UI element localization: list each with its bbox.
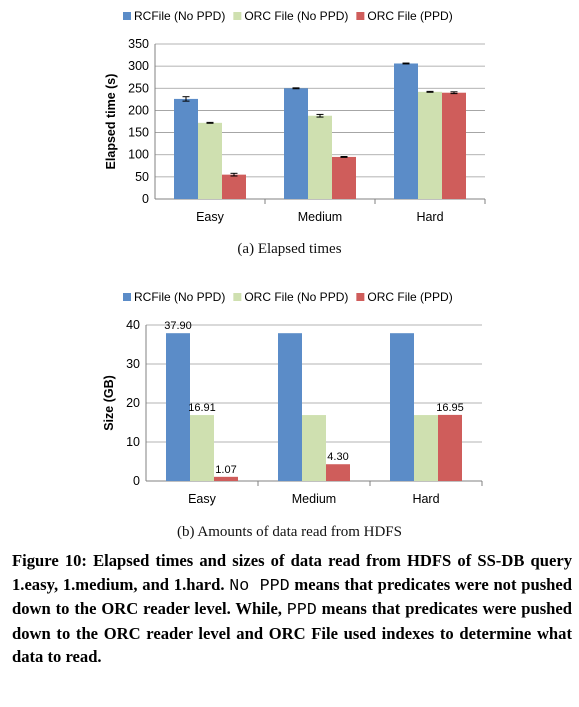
- bar-0-0-2: [222, 174, 246, 199]
- bar-1-0-0: [166, 333, 190, 481]
- x-tick-label-1-1: Medium: [292, 492, 336, 506]
- y-tick-label-0-4: 200: [128, 103, 149, 117]
- y-axis-label-1: Size (GB): [102, 375, 116, 431]
- y-tick-label-0-3: 150: [128, 126, 149, 140]
- y-tick-label-0-5: 250: [128, 81, 149, 95]
- data-label-1-1-2: 4.30: [327, 451, 348, 463]
- legend-label-0-1: ORC File (No PPD): [244, 9, 348, 23]
- y-tick-label-1-1: 10: [126, 435, 140, 449]
- bar-1-1-2: [326, 464, 350, 481]
- y-tick-label-1-4: 40: [126, 318, 140, 332]
- legend-label-1-2: ORC File (PPD): [367, 290, 452, 304]
- data-label-1-0-0: 37.90: [164, 320, 192, 332]
- y-tick-label-0-7: 350: [128, 37, 149, 51]
- caption-data-read: (b) Amounts of data read from HDFS: [177, 524, 402, 540]
- y-tick-label-0-0: 0: [142, 192, 149, 206]
- y-tick-label-1-0: 0: [133, 474, 140, 488]
- y-tick-label-0-6: 300: [128, 59, 149, 73]
- legend-label-0-2: ORC File (PPD): [367, 9, 452, 23]
- bar-0-2-2: [442, 92, 466, 199]
- elapsed-times-chart: RCFile (No PPD) ORC File (No PPD) ORC File…: [104, 9, 486, 224]
- bar-0-0-0: [174, 98, 198, 199]
- data-label-1-2-2: 16.95: [436, 402, 464, 414]
- legend-label-1-1: ORC File (No PPD): [244, 290, 348, 304]
- data-label-1-0-2: 1.07: [215, 464, 236, 476]
- legend-swatch-0-0: [123, 12, 131, 20]
- bar-0-2-0: [394, 63, 418, 199]
- x-tick-label-1-0: Easy: [188, 492, 217, 506]
- bar-1-2-1: [414, 415, 438, 481]
- figure-caption-part1: Figure 10: Elapsed times and sizes of da…: [12, 551, 572, 594]
- figure-caption-mono1: No PPD: [229, 575, 290, 595]
- y-tick-label-0-2: 100: [128, 148, 149, 162]
- legend-swatch-1-1: [233, 293, 242, 301]
- legend-swatch-1-0: [123, 293, 131, 301]
- figure-caption-part2: means that predicates were not pushed do…: [12, 574, 572, 619]
- legend-label-0-0: RCFile (No PPD): [134, 9, 225, 23]
- x-tick-label-1-2: Hard: [412, 492, 439, 506]
- figure-caption: Figure 10: Elapsed times and sizes of da…: [12, 549, 572, 669]
- bar-0-2-1: [418, 91, 442, 199]
- x-tick-label-0-2: Hard: [416, 210, 443, 224]
- bar-1-0-1: [190, 415, 214, 481]
- y-axis-label-0: Elapsed time (s): [104, 74, 118, 170]
- x-tick-label-0-0: Easy: [196, 210, 225, 224]
- legend-swatch-0-2: [356, 12, 365, 20]
- bar-1-1-0: [278, 333, 302, 481]
- legend-swatch-1-2: [356, 293, 365, 301]
- data-read-chart: RCFile (No PPD) ORC File (No PPD) ORC File…: [102, 290, 483, 506]
- bar-0-1-1: [308, 115, 332, 199]
- bar-1-2-2: [438, 414, 462, 481]
- y-tick-label-0-1: 50: [135, 170, 149, 184]
- bar-1-0-2: [214, 476, 238, 481]
- figure-caption-mono2: PPD: [286, 600, 317, 619]
- figure-caption-part3: means that predicates were pushed down t…: [12, 599, 573, 666]
- bar-1-1-1: [302, 415, 326, 481]
- bar-0-0-1: [198, 122, 222, 199]
- bar-0-1-0: [284, 88, 308, 199]
- caption-elapsed-times: (a) Elapsed times: [237, 241, 342, 257]
- y-tick-label-1-2: 20: [126, 396, 140, 410]
- data-label-1-0-1: 16.91: [188, 402, 216, 414]
- bar-0-1-2: [332, 156, 356, 199]
- y-tick-label-1-3: 30: [126, 357, 140, 371]
- bar-1-2-0: [390, 333, 414, 481]
- x-tick-label-0-1: Medium: [298, 210, 342, 224]
- legend-swatch-0-1: [233, 12, 242, 20]
- legend-label-1-0: RCFile (No PPD): [134, 290, 225, 304]
